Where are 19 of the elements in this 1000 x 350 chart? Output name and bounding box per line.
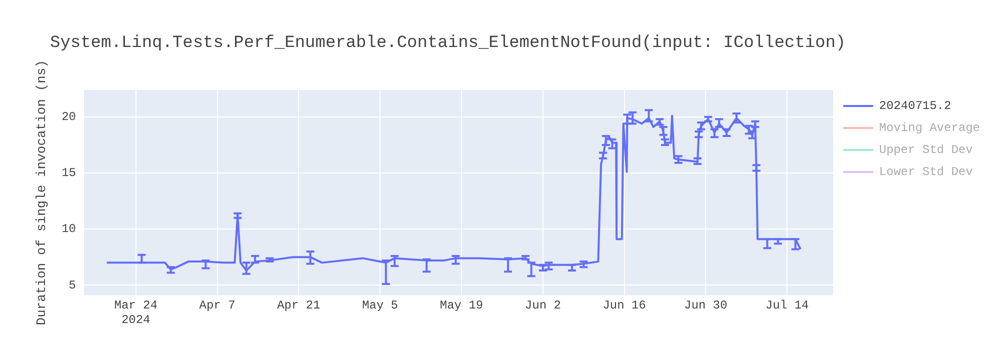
x-tick-label: May 5 [362,298,398,313]
y-tick-label: 15 [62,166,76,180]
x-tick-label: Apr 7 [199,298,236,313]
y-axis-title: Duration of single invocation (ns) [34,60,50,326]
x-tick-label: Jul 14 [766,298,809,313]
chart-title: System.Linq.Tests.Perf_Enumerable.Contains_ElementNotFound(input: ICollection) [50,34,846,53]
y-tick-label: 5 [68,278,76,292]
legend-label: Moving Average [879,121,980,136]
x-tick-label: Jun 2 [524,298,561,313]
y-tick-label: 10 [62,222,76,236]
x-tick-label: Apr 21 [277,298,320,313]
x-tick-label: Jun 30 [684,298,728,313]
x-tick-label: May 19 [440,298,484,313]
x-tick-label: Mar 24 2024 [114,298,158,327]
y-tick-label: 20 [62,110,76,124]
legend-label: Upper Std Dev [879,143,973,158]
legend-label: 20240715.2 [879,99,952,114]
x-tick-label: Jun 16 [602,298,646,313]
legend-label: Lower Std Dev [879,165,973,180]
